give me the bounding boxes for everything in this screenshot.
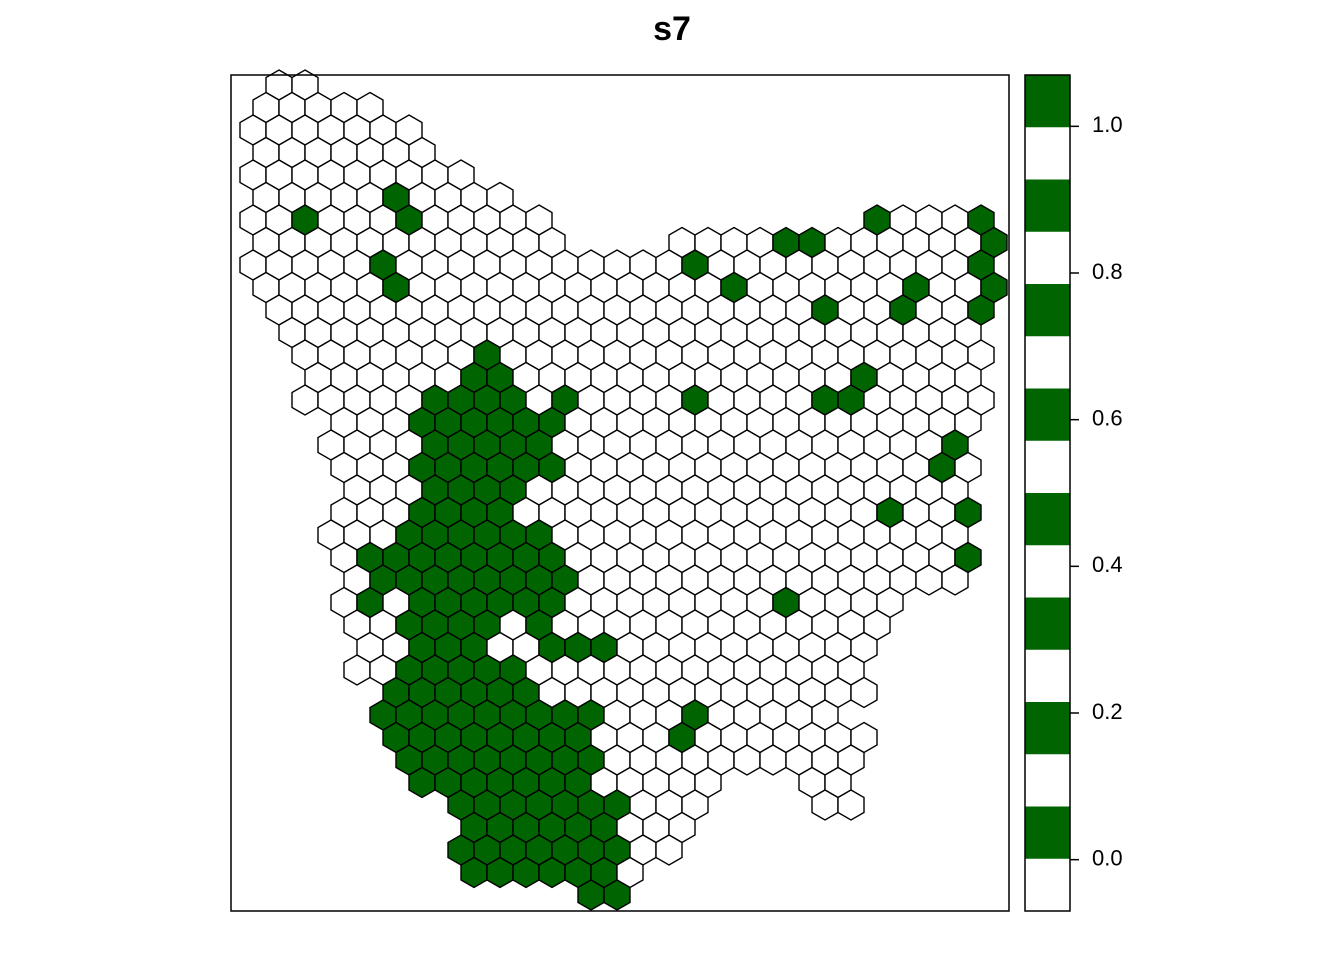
hex-cell [408, 766, 436, 799]
hex-cell [577, 879, 605, 911]
legend-frame [1024, 74, 1071, 912]
map-title: s7 [653, 10, 691, 48]
legend-band [1025, 388, 1070, 441]
legend-tick-label: 0.0 [1092, 845, 1123, 870]
legend-band [1025, 649, 1070, 702]
legend-tick-label: 0.6 [1092, 405, 1123, 430]
legend-band [1025, 806, 1070, 859]
color-legend: 0.0 0.2 0.4 0.6 0.8 1.0 [1025, 75, 1123, 911]
hex-cell [291, 384, 319, 416]
hex-cell [486, 856, 514, 889]
legend-tick-label: 0.8 [1092, 259, 1123, 284]
legend-band [1025, 858, 1070, 911]
map-frame [230, 74, 1010, 912]
hex-cell [512, 856, 540, 889]
legend-band [1025, 284, 1070, 337]
legend-band [1025, 231, 1070, 284]
legend-tick-label: 0.4 [1092, 552, 1123, 577]
hex-cell [460, 856, 488, 889]
legend-band [1025, 545, 1070, 598]
legend-band [1025, 597, 1070, 650]
hex-cell [343, 654, 371, 686]
hex-grid [239, 69, 1008, 911]
hex-cell [837, 789, 865, 821]
hex-cell [811, 789, 839, 821]
hex-cell [915, 564, 943, 596]
legend-band [1025, 127, 1070, 180]
legend-band [1025, 75, 1070, 128]
legend-band [1025, 493, 1070, 546]
hex-cell [850, 676, 878, 709]
legend-band [1025, 179, 1070, 232]
legend-band [1025, 754, 1070, 807]
legend-band [1025, 336, 1070, 389]
hex-cell [603, 879, 631, 911]
hex-cell [733, 744, 761, 776]
hex-cell [941, 564, 969, 596]
hex-cell [538, 856, 566, 889]
hex-cell [759, 744, 787, 776]
legend-band [1025, 702, 1070, 755]
legend-tick-label: 1.0 [1092, 112, 1123, 137]
legend-tick-label: 0.2 [1092, 699, 1123, 724]
legend-band [1025, 440, 1070, 493]
hex-cell [655, 834, 683, 866]
